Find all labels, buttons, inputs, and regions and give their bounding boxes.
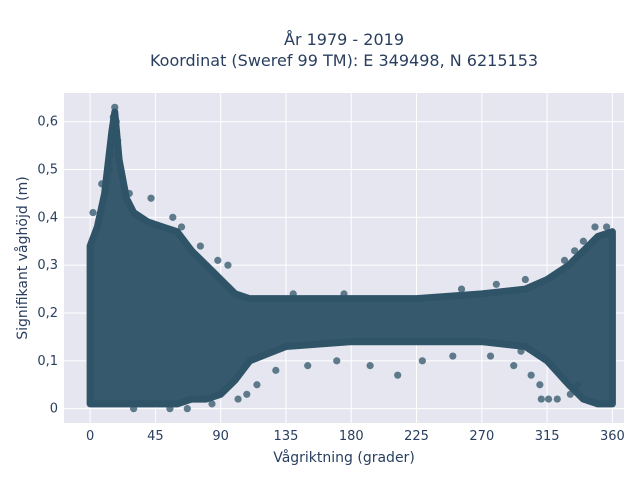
scatter-point bbox=[560, 376, 569, 384]
chart-title-line2: Koordinat (Sweref 99 TM): E 349498, N 62… bbox=[150, 51, 538, 70]
y-axis-label: Signifikant våghöjd (m) bbox=[14, 176, 31, 339]
scatter-point bbox=[224, 261, 232, 269]
scatter-point bbox=[536, 381, 544, 389]
scatter-point bbox=[214, 256, 222, 264]
scatter-point bbox=[510, 362, 518, 370]
scatter-point bbox=[571, 247, 579, 255]
scatter-point bbox=[98, 180, 106, 188]
scatter-point bbox=[521, 275, 529, 284]
scatter-point bbox=[243, 390, 251, 398]
scatter-point bbox=[449, 352, 457, 360]
scatter-point bbox=[537, 395, 545, 403]
x-tick-label: 225 bbox=[404, 429, 429, 444]
x-tick-label: 90 bbox=[212, 429, 229, 444]
scatter-point bbox=[253, 381, 261, 389]
y-tick-label: 0 bbox=[50, 402, 58, 417]
scatter-point bbox=[183, 405, 191, 413]
scatter-point bbox=[208, 400, 216, 408]
scatter-point bbox=[108, 132, 116, 140]
scatter-point bbox=[147, 194, 155, 202]
x-tick-label: 270 bbox=[469, 429, 494, 444]
scatter-points bbox=[89, 103, 611, 413]
y-tick-label: 0,4 bbox=[37, 210, 58, 225]
scatter-point bbox=[116, 165, 125, 174]
scatter-point bbox=[89, 208, 97, 217]
scatter-point bbox=[169, 213, 177, 221]
scatter-point bbox=[418, 357, 426, 365]
y-tick-label: 0,2 bbox=[37, 306, 58, 321]
scatter-point bbox=[105, 165, 113, 174]
y-tick-label: 0,1 bbox=[37, 354, 58, 369]
scatter-point bbox=[544, 395, 553, 403]
scatter-point bbox=[289, 290, 297, 298]
scatter-point bbox=[111, 103, 119, 111]
x-tick-label: 180 bbox=[339, 429, 364, 444]
x-axis-label: Vågriktning (grader) bbox=[273, 449, 415, 466]
scatter-point bbox=[196, 242, 204, 250]
scatter-point bbox=[177, 223, 186, 231]
scatter-point bbox=[517, 347, 525, 355]
x-axis-ticks: 0 45 90 135 180 225 270 315 360 bbox=[86, 429, 625, 444]
x-tick-label: 315 bbox=[535, 429, 560, 444]
chart-title-line1: År 1979 - 2019 bbox=[284, 30, 404, 49]
scatter-point bbox=[553, 395, 561, 403]
scatter-point bbox=[125, 189, 133, 198]
scatter-point bbox=[304, 362, 312, 370]
scatter-point bbox=[560, 256, 569, 264]
point-cloud bbox=[86, 108, 616, 408]
scatter-point bbox=[566, 390, 574, 398]
y-tick-label: 0,5 bbox=[37, 163, 58, 178]
scatter-point bbox=[492, 280, 500, 288]
scatter-point bbox=[486, 352, 495, 360]
scatter-point bbox=[591, 223, 599, 231]
scatter-point bbox=[579, 237, 587, 245]
x-tick-label: 45 bbox=[147, 429, 164, 444]
x-tick-label: 0 bbox=[86, 429, 94, 444]
scatter-point bbox=[366, 362, 374, 370]
scatter-point bbox=[333, 357, 341, 365]
point-cloud-envelope bbox=[86, 108, 616, 408]
scatter-point bbox=[112, 118, 120, 126]
scatter-point bbox=[130, 405, 138, 413]
scatter-point bbox=[602, 223, 611, 231]
y-axis-ticks: 0 0,1 0,2 0,3 0,4 0,5 0,6 bbox=[37, 115, 58, 417]
scatter-point bbox=[527, 371, 535, 379]
y-tick-label: 0,6 bbox=[37, 115, 58, 130]
scatter-point bbox=[114, 137, 122, 145]
scatter-point bbox=[573, 381, 582, 389]
scatter-point bbox=[457, 285, 466, 293]
scatter-point bbox=[234, 395, 242, 403]
gridlines bbox=[64, 93, 624, 423]
scatter-point bbox=[106, 151, 115, 159]
scatter-point bbox=[340, 290, 348, 298]
x-tick-label: 360 bbox=[600, 429, 625, 444]
x-tick-label: 135 bbox=[274, 429, 299, 444]
scatter-point bbox=[394, 371, 402, 379]
scatter-point bbox=[166, 405, 174, 413]
scatter-point bbox=[272, 366, 280, 374]
y-tick-label: 0,3 bbox=[37, 258, 58, 273]
